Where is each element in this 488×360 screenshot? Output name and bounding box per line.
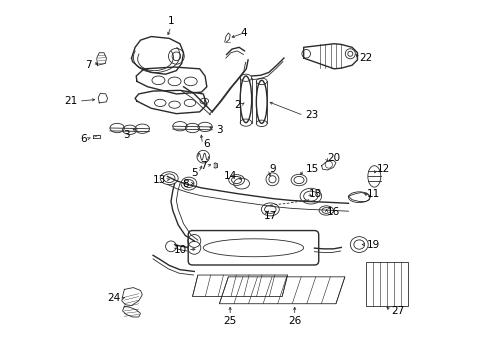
Text: 25: 25 [223,316,236,326]
Text: 12: 12 [376,164,389,174]
Text: 3: 3 [122,130,129,140]
Text: 6: 6 [203,139,209,149]
Text: 5: 5 [191,168,198,178]
Text: 19: 19 [366,239,379,249]
Text: 2: 2 [234,100,241,110]
Text: 14: 14 [224,171,237,181]
Text: 22: 22 [359,53,372,63]
Text: 23: 23 [305,111,318,121]
Text: 16: 16 [326,207,340,217]
Text: 6: 6 [80,134,86,144]
Text: 21: 21 [64,96,78,106]
Text: 17: 17 [264,211,277,221]
Text: 15: 15 [305,164,318,174]
Text: 4: 4 [241,28,247,38]
Text: 1: 1 [167,16,174,26]
Text: 26: 26 [287,316,301,326]
Text: 11: 11 [366,189,379,199]
Text: 27: 27 [391,306,404,316]
Text: 8: 8 [182,179,188,189]
Text: 10: 10 [174,245,187,255]
Text: 9: 9 [269,164,276,174]
Text: 7: 7 [85,60,92,70]
Text: 20: 20 [326,153,340,163]
Text: 3: 3 [215,125,222,135]
Text: 7: 7 [200,161,206,171]
Text: 24: 24 [107,293,121,303]
Text: 18: 18 [308,189,322,199]
Text: 13: 13 [152,175,165,185]
